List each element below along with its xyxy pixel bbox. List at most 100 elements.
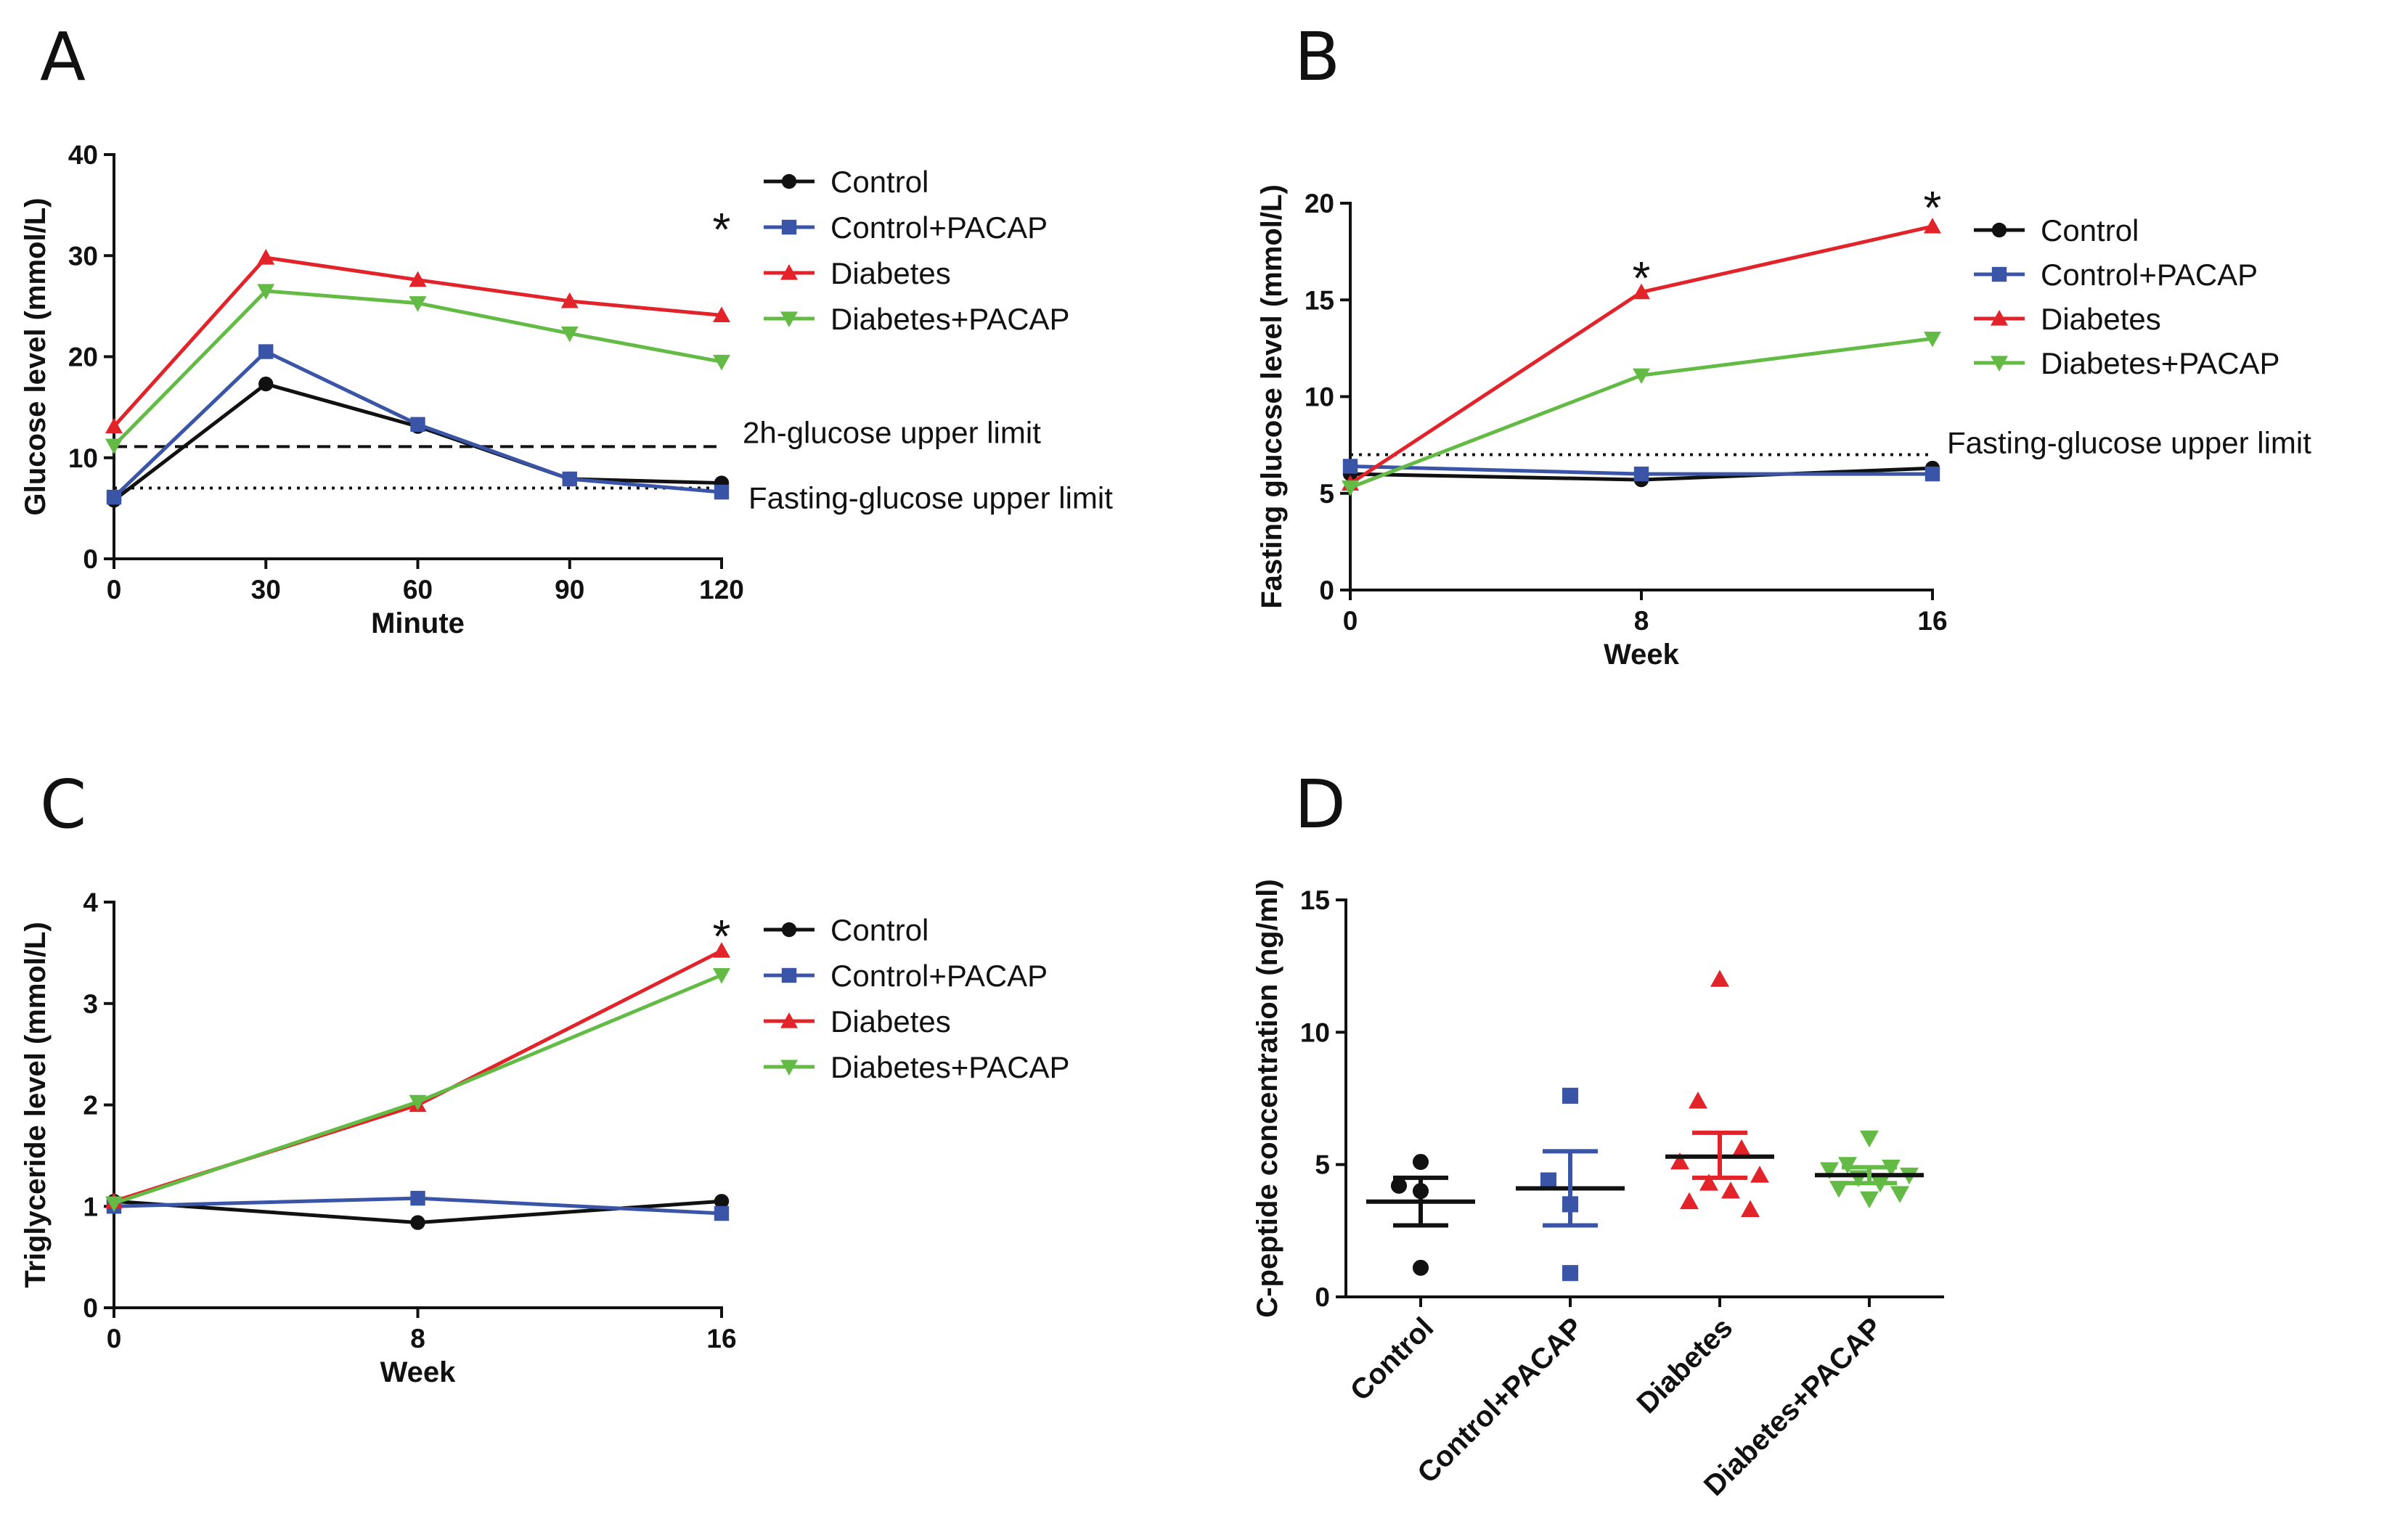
y-tick-label: 10: [1300, 1017, 1330, 1047]
y-tick-label: 30: [68, 241, 98, 271]
data-point: [713, 942, 730, 958]
data-point: [1924, 466, 1940, 482]
y-tick-label: 0: [1319, 576, 1334, 605]
data-point: [106, 489, 122, 505]
data-point: [1924, 217, 1941, 234]
data-point: [1412, 1153, 1429, 1171]
panel-letter-A: A: [40, 18, 86, 96]
panel-letter-C: C: [40, 766, 86, 843]
legend-marker: [781, 922, 797, 938]
data-point: [1562, 1265, 1579, 1282]
legend-label: Diabetes: [830, 1004, 951, 1039]
y-tick-label: 5: [1315, 1150, 1330, 1180]
reference-line-label: 2h-glucose upper limit: [743, 415, 1041, 449]
legend-label: Diabetes+PACAP: [830, 1050, 1070, 1084]
data-point: [1699, 1174, 1718, 1191]
data-point: [258, 376, 274, 392]
y-tick-label: 15: [1305, 285, 1334, 315]
x-tick-label: 90: [555, 575, 584, 605]
significance-star: *: [713, 910, 731, 962]
legend-marker: [781, 219, 797, 235]
panel-A: A 0 10 20 30 40 0 30 60 90 120 Minute Glucose level …: [20, 18, 1113, 639]
legend-label: Control: [2041, 213, 2139, 247]
legend-marker: [1991, 222, 2007, 238]
data-point: [1633, 466, 1649, 482]
data-point: [105, 417, 123, 434]
data-point: [257, 249, 275, 265]
legend-label: Control+PACAP: [830, 959, 1048, 993]
y-tick-label: 5: [1319, 479, 1334, 509]
significance-star: *: [713, 203, 731, 255]
data-point: [713, 354, 730, 371]
y-tick-label: 15: [1300, 885, 1330, 915]
x-axis-title: Week: [380, 1356, 457, 1388]
y-tick-label: 0: [83, 1293, 98, 1323]
category-label: Diabetes: [1630, 1311, 1739, 1420]
y-tick-label: 4: [83, 888, 98, 917]
data-point: [1390, 1177, 1408, 1194]
series-line-diabetes: [113, 949, 723, 1203]
data-point: [1633, 283, 1650, 300]
x-tick-label: 30: [251, 575, 281, 605]
legend-label: Control+PACAP: [2041, 258, 2258, 292]
data-point: [410, 1215, 425, 1230]
legend-marker: [780, 311, 798, 327]
x-tick-label: 8: [1634, 606, 1649, 636]
x-tick-label: 16: [706, 1324, 736, 1353]
category-label: Control+PACAP: [1411, 1311, 1589, 1489]
panel-letter-D: D: [1294, 766, 1346, 843]
data-point: [1342, 459, 1358, 474]
data-point: [409, 271, 427, 287]
data-point: [1721, 1181, 1740, 1199]
data-point: [1741, 1200, 1760, 1218]
y-axis-title: Triglyceride level (mmol/L): [20, 922, 52, 1288]
legend-marker: [1991, 266, 2007, 282]
legend-label: Control+PACAP: [830, 210, 1048, 245]
y-axis-title: Glucose level (mmol/L): [20, 198, 52, 516]
legend-label: Diabetes: [830, 256, 951, 290]
y-axis-title: Fasting glucose level (mmol/L): [1256, 184, 1288, 609]
data-point: [560, 326, 579, 343]
legend-marker: [781, 967, 797, 983]
data-point: [410, 417, 425, 432]
data-point: [714, 484, 730, 500]
data-point: [1924, 331, 1941, 348]
x-axis-title: Minute: [371, 607, 465, 639]
x-tick-label: 60: [403, 575, 433, 605]
data-point: [1540, 1172, 1557, 1189]
legend-marker: [780, 264, 798, 280]
data-point: [410, 1190, 425, 1206]
x-tick-label: 0: [107, 1324, 122, 1353]
x-tick-label: 8: [410, 1324, 425, 1353]
legend-marker: [781, 173, 797, 189]
y-tick-label: 20: [68, 343, 98, 372]
y-tick-label: 10: [1305, 382, 1334, 412]
data-point: [714, 1205, 730, 1221]
data-point: [1732, 1139, 1751, 1157]
panel-C: C 0 1 2 3 4 0 8 16 Week Triglyceride level (mmol/L…: [20, 766, 1070, 1388]
x-tick-label: 0: [107, 575, 122, 605]
legend-label: Control: [830, 913, 928, 947]
data-point: [1670, 1152, 1689, 1170]
data-point: [1689, 1091, 1707, 1109]
y-tick-label: 40: [68, 140, 98, 170]
data-point: [105, 1196, 123, 1213]
y-tick-label: 20: [1305, 189, 1334, 218]
legend-label: Diabetes: [2041, 302, 2161, 336]
data-point: [409, 296, 427, 312]
data-point: [1890, 1186, 1909, 1203]
y-tick-label: 2: [83, 1091, 98, 1121]
data-point: [713, 968, 730, 984]
legend-marker: [780, 1012, 798, 1028]
data-point: [1342, 480, 1359, 496]
data-point: [1562, 1087, 1579, 1104]
data-point: [258, 344, 274, 359]
legend-label: Diabetes+PACAP: [830, 302, 1070, 336]
category-label: Control: [1344, 1311, 1440, 1407]
x-axis-title: Week: [1604, 639, 1680, 671]
data-point: [714, 1194, 730, 1209]
panel-D: D 0 5 10 15 C-peptide concentration (ng/ml) Co…: [1252, 766, 1944, 1502]
data-point: [1710, 970, 1729, 987]
data-point: [105, 438, 123, 455]
